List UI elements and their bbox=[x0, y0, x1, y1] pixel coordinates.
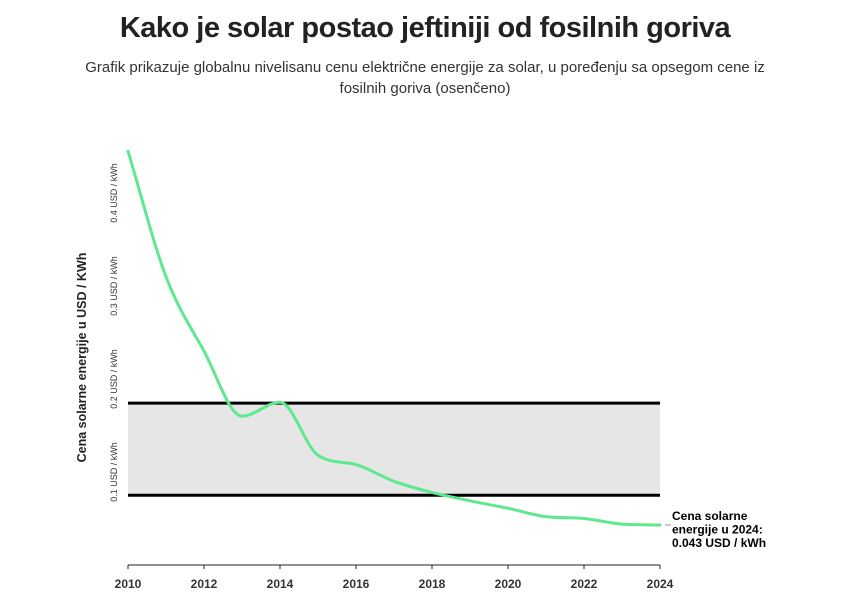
x-tick-label: 2010 bbox=[115, 577, 142, 591]
annotation-line: 0.043 USD / kWh bbox=[672, 536, 766, 550]
y-axis-label: Cena solarne energije u USD / KWh bbox=[75, 253, 89, 463]
x-tick-label: 2020 bbox=[495, 577, 522, 591]
y-tick-label: 0.4 USD / kWh bbox=[109, 163, 119, 223]
chart-title: Kako je solar postao jeftiniji od fosiln… bbox=[119, 12, 731, 44]
x-tick-label: 2016 bbox=[343, 577, 370, 591]
chart-subtitle: Grafik prikazuje globalnu nivelisanu cen… bbox=[60, 57, 790, 99]
solar-price-line bbox=[126, 149, 662, 527]
subtitle-line-2: fosilnih goriva (osenčeno) bbox=[339, 80, 511, 97]
x-tick-label: 2024 bbox=[647, 577, 674, 591]
x-tick-label: 2018 bbox=[419, 577, 446, 591]
x-tick-label: 2012 bbox=[191, 577, 218, 591]
annotation-line: energije u 2024: bbox=[672, 523, 763, 537]
subtitle-line-1: Grafik prikazuje globalnu nivelisanu cen… bbox=[85, 59, 765, 76]
x-tick-label: 2022 bbox=[571, 577, 598, 591]
x-tick-label: 2014 bbox=[267, 577, 294, 591]
y-tick-label: 0.3 USD / kWh bbox=[109, 256, 119, 316]
annotation-line: Cena solarne bbox=[672, 509, 748, 523]
y-tick-label: 0.2 USD / kWh bbox=[109, 349, 119, 409]
y-tick-label: 0.1 USD / kWh bbox=[109, 442, 119, 502]
